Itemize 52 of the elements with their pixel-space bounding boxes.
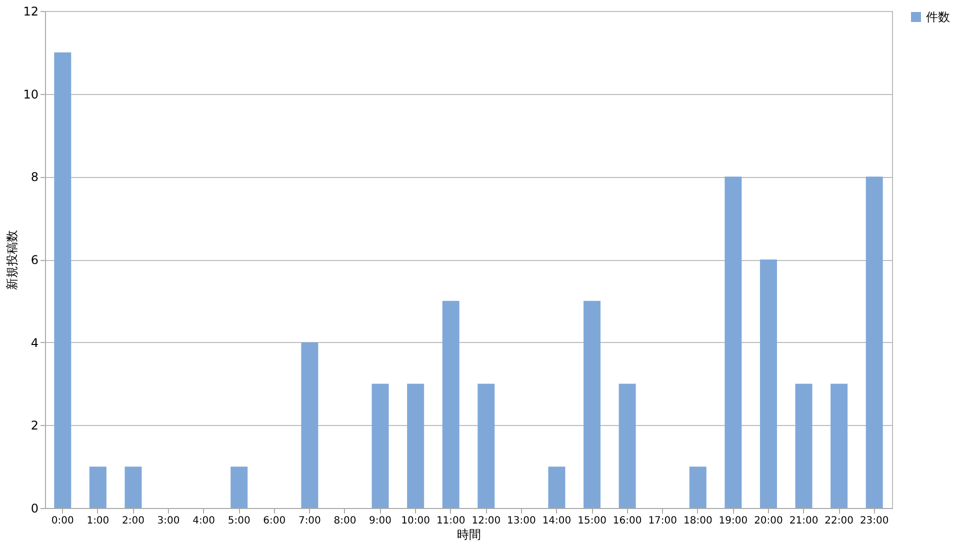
x-tick-label: 17:00	[648, 516, 678, 526]
x-tick-label: 19:00	[718, 516, 748, 526]
y-tick-label: 2	[30, 418, 38, 433]
bar	[548, 466, 566, 508]
bar	[89, 466, 106, 508]
x-tick-label: 13:00	[507, 516, 536, 526]
x-tick-label: 1:00	[86, 516, 110, 526]
x-tick-label: 10:00	[401, 516, 430, 526]
x-tick-label: 11:00	[436, 516, 466, 526]
y-axis-title: 新規投稿数	[5, 230, 20, 290]
x-axis-title: 時間	[457, 528, 481, 542]
x-tick-label: 0:00	[51, 516, 74, 526]
bar	[866, 176, 883, 508]
x-tick-label: 3:00	[157, 516, 180, 526]
bar	[618, 384, 636, 508]
bar	[584, 300, 601, 508]
y-tick-label: 12	[23, 4, 38, 18]
x-tick-label: 2:00	[122, 516, 144, 526]
bar	[830, 384, 848, 508]
x-tick-label: 4:00	[192, 516, 216, 526]
legend-label: 件数	[926, 10, 950, 24]
y-tick-label: 4	[30, 336, 38, 350]
bar	[689, 466, 706, 508]
x-tick-label: 7:00	[298, 516, 321, 526]
x-tick-label: 23:00	[860, 516, 889, 526]
x-tick-label: 21:00	[789, 516, 818, 526]
x-tick-label: 20:00	[754, 516, 783, 526]
x-tick-label: 16:00	[612, 516, 642, 526]
bar	[372, 384, 389, 508]
x-tick-label: 22:00	[824, 516, 854, 526]
bar	[724, 176, 742, 508]
x-tick-label: 12:00	[472, 516, 501, 526]
y-tick-label: 6	[30, 253, 38, 267]
bar	[124, 466, 142, 508]
bar	[442, 300, 460, 508]
bar	[478, 384, 495, 508]
bar	[230, 466, 248, 508]
bar	[54, 52, 72, 508]
x-tick-label: 5:00	[228, 516, 250, 526]
bar	[795, 384, 812, 508]
x-tick-label: 6:00	[263, 516, 286, 526]
x-tick-label: 18:00	[683, 516, 712, 526]
x-tick-label: 9:00	[369, 516, 392, 526]
y-tick-label: 0	[30, 502, 38, 516]
bar	[760, 260, 777, 508]
x-tick-label: 14:00	[542, 516, 572, 526]
bar	[407, 384, 424, 508]
bar	[301, 342, 318, 508]
x-tick-label: 8:00	[334, 516, 356, 526]
x-tick-label: 15:00	[578, 516, 606, 526]
y-tick-label: 10	[23, 87, 38, 102]
y-tick-label: 8	[30, 170, 38, 184]
